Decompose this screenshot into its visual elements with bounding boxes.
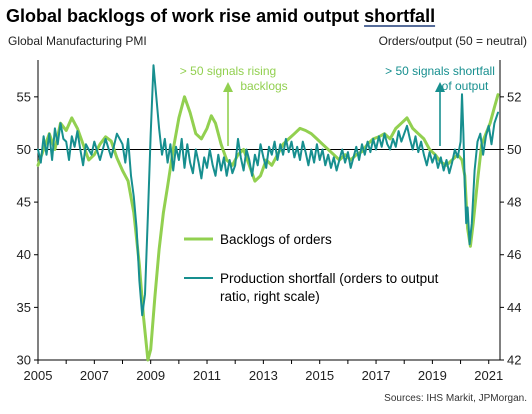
left-tick-label: 30	[17, 353, 31, 368]
annotation-backlogs-line2: backlogs	[240, 79, 287, 93]
left-axis-label: Global Manufacturing PMI	[8, 34, 147, 48]
series-layer	[36, 64, 500, 362]
x-tick-label: 2005	[24, 368, 53, 383]
series-backlogs-line	[36, 93, 500, 362]
x-tick-label: 2017	[362, 368, 391, 383]
source-note: Sources: IHS Markit, JPMorgan.	[384, 393, 527, 404]
right-tick-label: 44	[507, 300, 521, 315]
x-tick-label: 2011	[193, 368, 221, 383]
annotation-backlogs: > 50 signals rising backlogs	[180, 64, 288, 146]
right-axis-label: Orders/output (50 = neutral)	[379, 34, 527, 48]
chart-title-main: Global backlogs of work rise amid output	[6, 6, 364, 26]
left-tick-label: 35	[17, 300, 31, 315]
x-tick-label: 2019	[418, 368, 447, 383]
left-tick-label: 45	[17, 195, 31, 210]
legend: Backlogs of orders Production shortfall …	[184, 232, 439, 304]
annotation-shortfall-line1: > 50 signals shortfall	[385, 64, 495, 78]
chart-title-emphasis: shortfall	[364, 6, 435, 26]
right-tick-label: 50	[507, 142, 521, 157]
legend-label-shortfall-line2: ratio, right scale)	[220, 289, 320, 304]
annotation-backlogs-arrowhead	[223, 82, 233, 92]
x-tick-label: 2015	[305, 368, 334, 383]
chart-title: Global backlogs of work rise amid output…	[6, 6, 435, 26]
right-tick-label: 52	[507, 89, 521, 104]
right-axis-ticks: 42 44 46 48 50 52	[500, 89, 521, 368]
x-axis-ticks: 2005 2007 2009 2011 2013 2015 2017 2019 2021	[24, 360, 503, 383]
x-tick-label: 2009	[136, 368, 165, 383]
right-tick-label: 42	[507, 353, 521, 368]
annotation-shortfall: > 50 signals shortfall of output	[385, 64, 495, 146]
annotation-shortfall-line2: of output	[442, 79, 489, 93]
plot-frame	[37, 60, 501, 361]
right-tick-label: 48	[507, 195, 521, 210]
annotation-backlogs-line1: > 50 signals rising	[180, 64, 276, 78]
right-tick-label: 46	[507, 247, 521, 262]
x-tick-label: 2021	[474, 368, 503, 383]
x-tick-label: 2007	[80, 368, 109, 383]
annotation-shortfall-arrowhead	[435, 82, 445, 92]
left-tick-label: 55	[17, 89, 31, 104]
left-axis-ticks: 30 35 40 45 50 55	[17, 89, 38, 368]
left-tick-label: 50	[17, 142, 31, 157]
legend-label-backlogs: Backlogs of orders	[220, 232, 332, 247]
left-tick-label: 40	[17, 247, 31, 262]
series-shortfall-line	[37, 64, 499, 317]
legend-label-shortfall-line1: Production shortfall (orders to output	[220, 271, 439, 286]
x-tick-label: 2013	[249, 368, 278, 383]
